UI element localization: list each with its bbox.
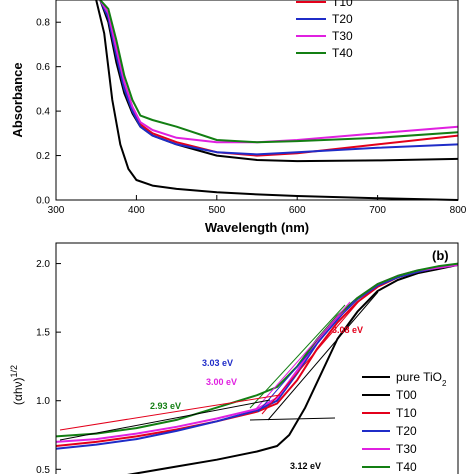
tangent-line xyxy=(254,301,351,411)
x-tick-label: 700 xyxy=(369,205,386,216)
y-tick-label-b: 0.5 xyxy=(36,465,50,474)
y-tick-label: 0.2 xyxy=(36,151,50,162)
tangent-lines xyxy=(59,291,379,441)
bandgap-annotation: 2.93 eV xyxy=(150,401,181,411)
legend-label-b: T10 xyxy=(396,406,417,420)
tangent-line xyxy=(59,394,281,431)
bandgap-annotation: 3.03 eV xyxy=(202,358,233,368)
y-tick-label-b: 1.5 xyxy=(36,328,50,339)
series-line-t30 xyxy=(99,0,459,144)
legend-label-b: T30 xyxy=(396,442,417,456)
panel-b-frame xyxy=(55,242,459,474)
legend-label: T10 xyxy=(332,0,353,9)
x-tick-label: 800 xyxy=(450,205,467,216)
legend-label-b: pure TiO2 xyxy=(396,370,447,388)
panel-b: 0.5 1.0 1.5 2.0 (b) (αhν)1/2 3.08 eV 3.03 eV… xyxy=(9,242,459,474)
x-tick-label: 300 xyxy=(48,205,65,216)
y-tick-label: 0.8 xyxy=(36,18,50,29)
x-axis-title: Wavelength (nm) xyxy=(205,220,309,235)
x-tick-label: 500 xyxy=(208,205,225,216)
y-tick-label: 0.0 xyxy=(36,196,50,207)
series-line-t10 xyxy=(99,0,459,157)
x-tick-label: 400 xyxy=(128,205,145,216)
y-axis-title-b: (αhν)1/2 xyxy=(9,365,25,405)
series-line-t20 xyxy=(99,0,459,156)
y-axis-title: Absorbance xyxy=(10,62,25,137)
x-tick-label: 600 xyxy=(289,205,306,216)
series-line-t40 xyxy=(99,0,459,144)
panel-a-frame xyxy=(55,0,459,201)
series-line-b-t20 xyxy=(55,263,459,450)
y-tick-label-b: 2.0 xyxy=(36,259,50,270)
series-line-b-t40 xyxy=(55,262,459,438)
bandgap-annotations: 3.08 eV 3.03 eV 3.00 eV 2.93 eV 3.12 eV xyxy=(150,325,363,471)
bandgap-annotation: 3.08 eV xyxy=(332,325,363,335)
bandgap-annotation: 3.00 eV xyxy=(206,377,237,387)
panel-a: 300 400 500 600 700 800 0.0 0.2 0.4 0.6 0.8 Wavele… xyxy=(10,0,467,235)
y-tick-label-b: 1.0 xyxy=(36,396,50,407)
tangent-line xyxy=(59,399,271,441)
panel-a-legend: T10 T20 T30 T40 xyxy=(296,0,353,60)
series-line-b-t00 xyxy=(126,263,459,474)
y-tick-label: 0.4 xyxy=(36,107,50,118)
legend-label-b: T20 xyxy=(396,424,417,438)
tangent-line xyxy=(257,299,356,413)
legend-label-b: T40 xyxy=(396,460,417,474)
tangent-line xyxy=(267,291,379,421)
panel-label-b: (b) xyxy=(432,248,449,263)
legend-label: T40 xyxy=(332,46,353,60)
legend-label-b: T00 xyxy=(396,388,417,402)
tangent-line xyxy=(249,304,346,409)
legend-label: T30 xyxy=(332,29,353,43)
legend-label: T20 xyxy=(332,12,353,26)
bandgap-annotation: 3.12 eV xyxy=(290,461,321,471)
y-tick-label: 0.6 xyxy=(36,62,50,73)
y-axis-title-b-exp: 1/2 xyxy=(9,365,19,378)
tangent-line xyxy=(249,417,336,421)
series-line-unlabeled-0 xyxy=(95,0,459,201)
y-axis-title-b-main: (αhν) xyxy=(11,377,25,405)
